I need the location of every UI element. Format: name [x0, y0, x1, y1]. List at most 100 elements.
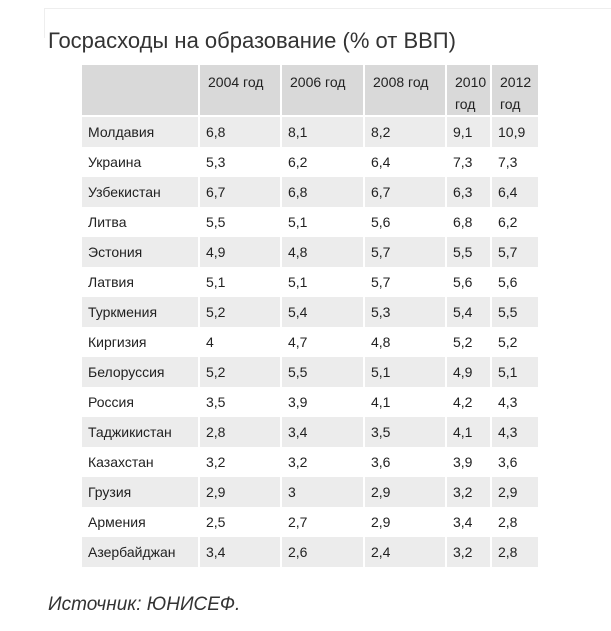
table-cell: 4,2: [447, 387, 490, 417]
table-cell: 5,2: [200, 357, 280, 387]
frame-line: [44, 8, 45, 38]
table-cell: 3,4: [282, 417, 363, 447]
row-label: Украина: [82, 147, 198, 177]
table-cell: 5,5: [200, 207, 280, 237]
table-cell: 6,8: [447, 207, 490, 237]
table-cell: 3,2: [282, 447, 363, 477]
table-cell: 2,9: [200, 477, 280, 507]
table-cell: 6,2: [492, 207, 538, 237]
header-cell: 2004 год: [200, 65, 280, 115]
header-cell: 2010 год: [447, 65, 490, 115]
frame-line: [44, 8, 611, 9]
table-cell: 5,1: [365, 357, 445, 387]
table-cell: 3,6: [365, 447, 445, 477]
table-cell: 3,9: [282, 387, 363, 417]
table-cell: 5,4: [447, 297, 490, 327]
table-cell: 5,6: [492, 267, 538, 297]
table-cell: 5,1: [282, 267, 363, 297]
table-cell: 5,7: [365, 237, 445, 267]
row-label: Казахстан: [82, 447, 198, 477]
table-cell: 6,7: [365, 177, 445, 207]
table-cell: 3,2: [447, 537, 490, 567]
table-cell: 2,8: [200, 417, 280, 447]
table-cell: 6,4: [365, 147, 445, 177]
table-cell: 3: [282, 477, 363, 507]
table-cell: 5,1: [282, 207, 363, 237]
table-cell: 8,1: [282, 117, 363, 147]
table-cell: 5,3: [200, 147, 280, 177]
table-cell: 6,2: [282, 147, 363, 177]
row-label: Туркмения: [82, 297, 198, 327]
table-cell: 3,5: [200, 387, 280, 417]
table-cell: 5,7: [492, 237, 538, 267]
row-label: Белоруссия: [82, 357, 198, 387]
row-label: Грузия: [82, 477, 198, 507]
table-cell: 5,7: [365, 267, 445, 297]
table-cell: 3,6: [492, 447, 538, 477]
row-label: Молдавия: [82, 117, 198, 147]
table-cell: 2,9: [365, 507, 445, 537]
table-cell: 5,1: [492, 357, 538, 387]
row-label: Азербайджан: [82, 537, 198, 567]
row-label: Таджикистан: [82, 417, 198, 447]
table-cell: 4,3: [492, 417, 538, 447]
table-cell: 8,2: [365, 117, 445, 147]
table-cell: 3,2: [447, 477, 490, 507]
header-cell: 2012 год: [492, 65, 538, 115]
header-cell: 2008 год: [365, 65, 445, 115]
table-cell: 5,3: [365, 297, 445, 327]
table-cell: 2,4: [365, 537, 445, 567]
table-cell: 2,5: [200, 507, 280, 537]
table-cell: 10,9: [492, 117, 538, 147]
table-cell: 5,5: [282, 357, 363, 387]
table-cell: 4,9: [200, 237, 280, 267]
table-cell: 7,3: [447, 147, 490, 177]
table-cell: 2,8: [492, 537, 538, 567]
table-cell: 5,2: [492, 327, 538, 357]
table-cell: 3,5: [365, 417, 445, 447]
table-cell: 2,7: [282, 507, 363, 537]
table-cell: 6,8: [282, 177, 363, 207]
table-cell: 5,5: [447, 237, 490, 267]
table-cell: 2,9: [365, 477, 445, 507]
source-note: Источник: ЮНИСЕФ.: [48, 594, 241, 615]
table-cell: 4,3: [492, 387, 538, 417]
table-cell: 7,3: [492, 147, 538, 177]
row-label: Россия: [82, 387, 198, 417]
table-cell: 4,1: [365, 387, 445, 417]
table-title: Госрасходы на образование (% от ВВП): [48, 28, 456, 53]
table-cell: 4,1: [447, 417, 490, 447]
table-cell: 6,4: [492, 177, 538, 207]
table-cell: 6,7: [200, 177, 280, 207]
table-cell: 5,6: [365, 207, 445, 237]
table-cell: 3,4: [200, 537, 280, 567]
row-label: Эстония: [82, 237, 198, 267]
table-cell: 6,8: [200, 117, 280, 147]
table-cell: 3,2: [200, 447, 280, 477]
table-cell: 4: [200, 327, 280, 357]
table-cell: 5,2: [447, 327, 490, 357]
table-cell: 9,1: [447, 117, 490, 147]
table-cell: 5,6: [447, 267, 490, 297]
table-cell: 2,6: [282, 537, 363, 567]
table-cell: 2,8: [492, 507, 538, 537]
row-label: Армения: [82, 507, 198, 537]
header-cell: [82, 65, 198, 115]
table-cell: 3,9: [447, 447, 490, 477]
table-cell: 5,1: [200, 267, 280, 297]
table-cell: 5,5: [492, 297, 538, 327]
table-cell: 4,8: [365, 327, 445, 357]
table-cell: 4,7: [282, 327, 363, 357]
header-cell: 2006 год: [282, 65, 363, 115]
table-cell: 3,4: [447, 507, 490, 537]
row-label: Латвия: [82, 267, 198, 297]
table-cell: 5,4: [282, 297, 363, 327]
table-cell: 5,2: [200, 297, 280, 327]
row-label: Литва: [82, 207, 198, 237]
table-cell: 2,9: [492, 477, 538, 507]
table-cell: 6,3: [447, 177, 490, 207]
table-cell: 4,9: [447, 357, 490, 387]
row-label: Киргизия: [82, 327, 198, 357]
table-cell: 4,8: [282, 237, 363, 267]
